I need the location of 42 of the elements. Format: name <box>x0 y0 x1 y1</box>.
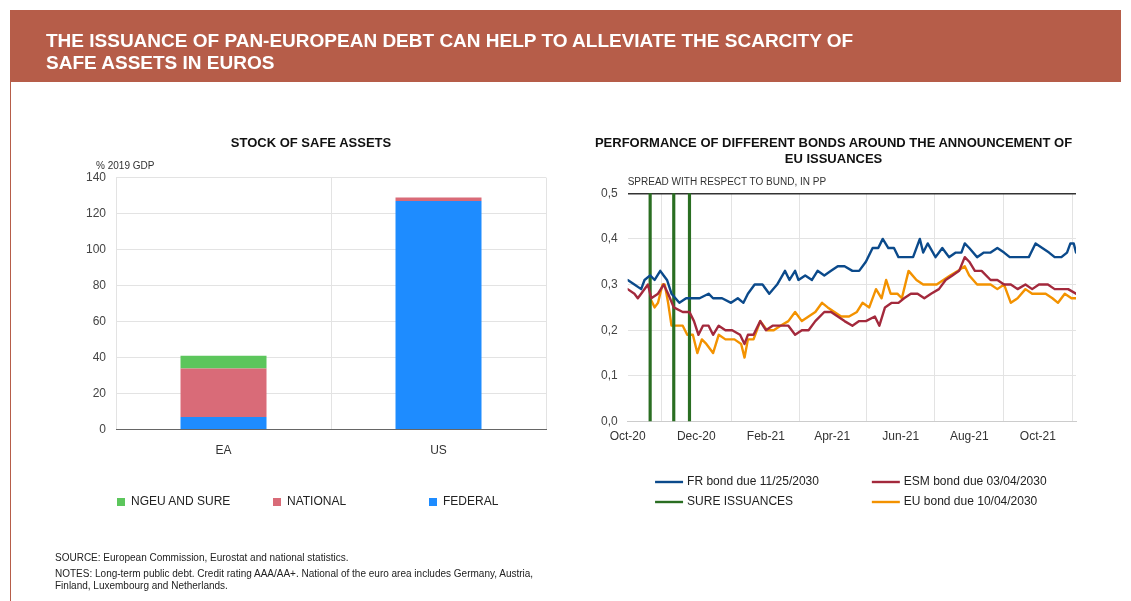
chart-title: STOCK OF SAFE ASSETS <box>230 135 392 151</box>
legend-label: FEDERAL <box>443 494 499 509</box>
x-tick-label: US <box>430 443 447 458</box>
y-tick-label: 140 <box>85 169 107 184</box>
y-tick-label: 0,2 <box>600 322 618 337</box>
y-tick-label: 0,3 <box>600 276 618 291</box>
y-tick-label: 0,1 <box>600 368 618 383</box>
y-axis-title: % 2019 GDP <box>96 160 155 172</box>
legend-label: SURE ISSUANCES <box>687 494 794 509</box>
y-tick-label: 0,5 <box>600 185 618 200</box>
y-tick-label: 80 <box>92 277 107 292</box>
x-tick-label: Oct-21 <box>1019 429 1057 444</box>
legend-label: EU bond due 10/04/2030 <box>903 494 1038 509</box>
legend-label: NGEU AND SURE <box>130 494 231 509</box>
x-tick-label: Oct-20 <box>609 429 647 444</box>
x-tick-label: Aug-21 <box>949 429 989 444</box>
source-note: SOURCE: European Commission, Eurostat and national statistics. <box>55 552 350 564</box>
legend-label: ESM bond due 03/04/2030 <box>903 474 1047 489</box>
bar <box>180 417 267 430</box>
bar <box>395 201 482 430</box>
chart-title: PERFORMANCE OF DIFFERENT BONDS AROUND THE ANNOUNCEMENT OF EU ISSUANCES <box>594 135 1073 166</box>
legend-label: NATIONAL <box>287 494 347 509</box>
x-tick-label: Apr-21 <box>814 429 851 444</box>
legend-label: FR bond due 11/25/2030 <box>687 474 820 489</box>
y-tick-label: 0 <box>99 421 107 436</box>
text: THE ISSUANCE OF PAN-EUROPEAN DEBT CAN HELP TO ALLEVIATE THE SCARCITY OF SAFE ASSETS IN EUROS <box>45 29 855 74</box>
y-tick-label: 120 <box>85 205 107 220</box>
y-tick-label: 40 <box>92 349 107 364</box>
y-axis-title: SPREAD WITH RESPECT TO BUND, IN PP <box>627 175 827 187</box>
y-tick-label: 0,4 <box>600 231 618 246</box>
bar <box>180 368 267 417</box>
bar <box>395 197 482 201</box>
bar <box>180 355 267 369</box>
x-tick-label: Dec-20 <box>676 429 716 444</box>
x-tick-label: Jun-21 <box>882 429 920 444</box>
y-tick-label: 100 <box>85 241 107 256</box>
y-tick-label: 0,0 <box>600 413 618 428</box>
x-tick-label: Feb-21 <box>746 429 786 444</box>
text: NOTES: Long-term public debt. Credit rating AAA/AA+. National of the euro area includes Germany, Austria, Finland, Luxembourg and Netherlands. <box>55 568 535 592</box>
y-tick-label: 60 <box>92 313 107 328</box>
x-tick-label: EA <box>215 443 232 458</box>
y-tick-label: 20 <box>92 385 107 400</box>
